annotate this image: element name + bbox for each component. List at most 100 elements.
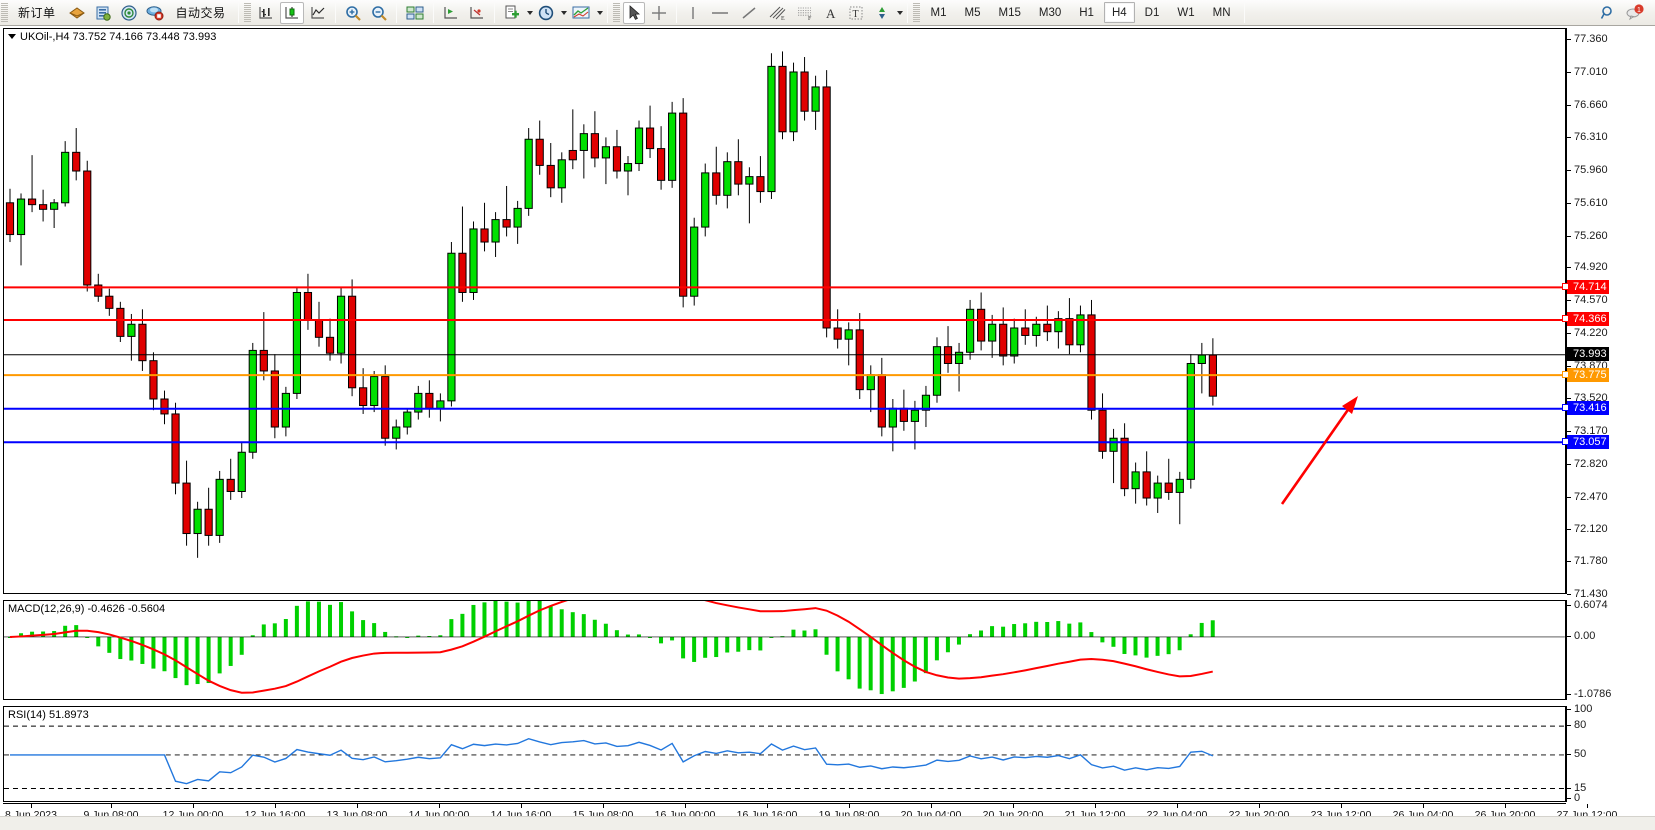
time-notch	[439, 804, 440, 808]
price-line-handle[interactable]	[1562, 404, 1569, 412]
price-line-handle[interactable]	[1562, 437, 1569, 445]
trendline-icon[interactable]	[736, 2, 762, 24]
objects-dropdown-caret[interactable]	[596, 10, 603, 15]
toolbar-separator-8	[906, 2, 908, 23]
main-toolbar: 新订单 自动交易	[0, 0, 1655, 26]
new-order-label: 新订单	[18, 6, 56, 20]
period-icon[interactable]	[534, 2, 558, 24]
price-tag-resistance-2[interactable]: 74.714	[1562, 279, 1609, 294]
price-tag-support-2[interactable]: 73.057	[1562, 434, 1609, 449]
fibonacci-icon[interactable]: F	[792, 2, 818, 24]
timeframe-d1[interactable]: D1	[1144, 6, 1160, 19]
search-icon[interactable]	[1596, 2, 1620, 24]
autotrading-icon[interactable]	[143, 2, 167, 24]
price-tag-value: 74.714	[1573, 280, 1607, 293]
price-tag-support-1[interactable]: 73.416	[1562, 401, 1609, 416]
vertical-line-icon[interactable]	[682, 2, 704, 24]
time-notch	[1177, 804, 1178, 808]
text-icon[interactable]: T	[844, 2, 868, 24]
timeframe-m5[interactable]: M5	[964, 6, 981, 19]
time-notch	[1505, 804, 1506, 808]
time-notch	[1095, 804, 1096, 808]
toolbar-separator-6	[606, 2, 608, 23]
template-dropdown-caret[interactable]	[526, 10, 533, 15]
svg-text:A: A	[826, 6, 836, 21]
period-dropdown-caret[interactable]	[560, 10, 567, 15]
toolbar-separator-2	[334, 2, 336, 23]
toolbar-grip-2[interactable]	[243, 2, 251, 23]
tile-windows-icon[interactable]	[402, 2, 428, 24]
crosshair-icon[interactable]	[647, 2, 671, 24]
timeframe-m1[interactable]: M1	[930, 6, 947, 19]
autotrading-button[interactable]: 自动交易	[169, 2, 233, 24]
macd-panel[interactable]: MACD(12,26,9) -0.4626 -0.5604	[3, 600, 1566, 700]
price-tag-last-price[interactable]: 73.993	[1567, 347, 1609, 362]
time-notch	[357, 804, 358, 808]
time-notch	[111, 804, 112, 808]
timeframe-h1[interactable]: H1	[1079, 6, 1094, 19]
time-notch	[1013, 804, 1014, 808]
price-tag-pivot[interactable]: 73.775	[1562, 367, 1609, 382]
timeframe-m30[interactable]: M30	[1038, 6, 1062, 19]
equidistant-channel-icon[interactable]: E	[764, 2, 790, 24]
data-window-icon[interactable]	[439, 2, 463, 24]
time-notch	[767, 804, 768, 808]
macd-scale[interactable]: 0.6074 0.00 -1.0786	[1566, 600, 1655, 700]
arrows-dropdown-caret[interactable]	[896, 10, 903, 15]
cursor-icon[interactable]	[622, 1, 645, 24]
line-chart-icon[interactable]	[306, 2, 330, 24]
template-icon[interactable]	[500, 2, 524, 24]
toolbar-separator-7	[675, 2, 677, 23]
time-notch	[1423, 804, 1424, 808]
time-notch	[275, 804, 276, 808]
timeframe-w1[interactable]: W1	[1177, 6, 1195, 19]
indicator-icon[interactable]	[465, 2, 489, 24]
toolbar-grip-3[interactable]	[612, 2, 620, 23]
timeframe-m15[interactable]: M15	[998, 6, 1021, 19]
bar-chart-icon[interactable]	[254, 2, 278, 24]
svg-text:E: E	[781, 16, 785, 22]
time-notch	[1587, 804, 1588, 808]
notifications-icon[interactable]: 1	[1622, 2, 1648, 24]
price-tag-value: 74.366	[1573, 313, 1607, 326]
arrows-icon[interactable]	[870, 2, 894, 24]
toolbar-grip-4[interactable]	[912, 2, 920, 23]
zoom-in-icon[interactable]	[341, 2, 365, 24]
price-line-handle[interactable]	[1562, 282, 1569, 290]
candlestick-icon[interactable]	[279, 1, 304, 24]
objects-icon[interactable]	[568, 2, 594, 24]
zoom-out-icon[interactable]	[367, 2, 391, 24]
signals-icon[interactable]	[117, 2, 141, 24]
autotrading-label: 自动交易	[175, 6, 226, 20]
new-order-button[interactable]: 新订单	[11, 2, 63, 24]
rsi-scale[interactable]: 100 80 50 15 0	[1566, 704, 1655, 804]
time-notch	[1341, 804, 1342, 808]
time-notch	[849, 804, 850, 808]
rsi-chart-canvas	[4, 725, 1565, 789]
horizontal-line-icon[interactable]	[706, 2, 734, 24]
price-line-handle[interactable]	[1562, 315, 1569, 323]
grid-icon[interactable]	[65, 2, 89, 24]
toolbar-grip[interactable]	[1, 2, 8, 23]
price-line-handle[interactable]	[1562, 370, 1569, 378]
horizontal-scrollbar[interactable]	[0, 816, 1655, 830]
price-chart-canvas	[4, 51, 1565, 558]
rsi-panel[interactable]: RSI(14) 51.8973	[3, 706, 1566, 802]
price-scale[interactable]: 77.360 77.010 76.660 76.310 75.960 75.610 75.2…	[1562, 28, 1655, 600]
price-tag-resistance-1[interactable]: 74.366	[1562, 312, 1609, 327]
price-tag-value: 73.416	[1573, 402, 1607, 415]
text-label-icon[interactable]: A	[820, 2, 842, 24]
price-panel[interactable]: UKOil-,H4 73.752 74.166 73.448 73.993	[3, 28, 1566, 594]
timeframe-mn[interactable]: MN	[1212, 6, 1231, 19]
toolbar-separator-5	[493, 2, 495, 23]
time-notch	[685, 804, 686, 808]
price-tag-value: 73.775	[1573, 368, 1607, 381]
terminal-icon[interactable]	[91, 2, 115, 24]
timeframe-h4[interactable]: H4	[1103, 2, 1135, 23]
toolbar-separator-9	[1243, 2, 1245, 23]
price-tag-value: 73.057	[1573, 435, 1607, 448]
chart-area[interactable]: UKOil-,H4 73.752 74.166 73.448 73.993 MA…	[0, 26, 1655, 830]
price-tag-value: 73.993	[1573, 348, 1607, 361]
toolbar-separator-3	[395, 2, 397, 23]
svg-text:1: 1	[1637, 7, 1641, 14]
